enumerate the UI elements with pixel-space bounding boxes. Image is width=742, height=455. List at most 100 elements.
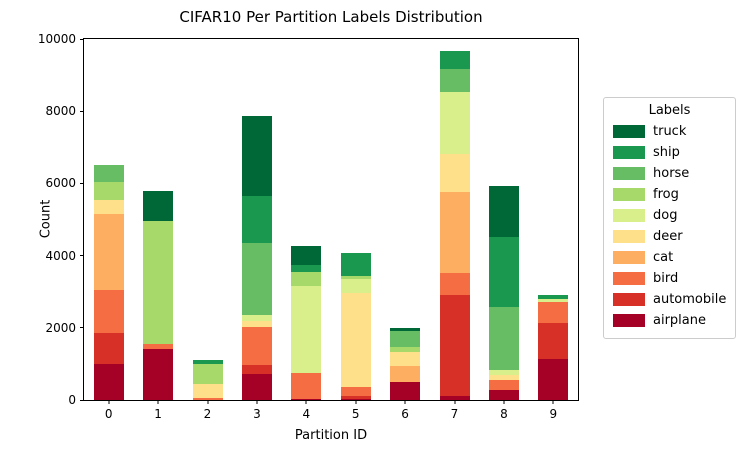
legend-label: truck [653,124,687,139]
bar-segment-airplane [143,349,174,400]
legend-entries: truck ship horse frog dog deer cat bird automobi… [613,121,726,331]
bar-segment-ship [488,236,519,308]
x-tick-label: 3 [253,407,261,421]
y-tick-mark [80,110,84,112]
bar-segment-bird [143,344,174,350]
bar-segment-cat [390,365,421,383]
x-axis-label: Partition ID [294,428,368,443]
legend-swatch-frog [613,188,645,201]
bar-partition-5 [340,39,371,400]
bar-segment-dog [241,314,272,321]
x-tick-label: 0 [104,407,113,421]
bar-segment-horse [241,243,272,315]
y-axis-label: Count [38,199,54,239]
bar-segment-cat [93,214,124,290]
bar-segment-frog [143,221,174,345]
bar-segment-ship [241,196,272,244]
bar-partition-1 [143,39,174,400]
bar-segment-airplane [93,363,124,400]
legend-label: ship [653,145,680,160]
bar-segment-dog [340,279,371,293]
legend-entry-automobile: automobile [613,289,726,310]
bar-segment-bird [241,327,272,366]
bar-segment-ship [192,359,223,365]
x-tick-mark [355,400,357,404]
x-tick-mark [552,400,554,404]
bar-segment-horse [93,165,124,182]
bar-segment-airplane [439,395,470,400]
bar-segment-horse [390,330,421,348]
bar-segment-bird [192,398,223,400]
legend-swatch-ship [613,146,645,159]
y-tick-mark [80,182,84,184]
x-tick-mark [503,400,505,404]
bar-segment-deer [488,375,519,381]
bar-segment-ship [340,252,371,277]
legend-swatch-cat [613,251,645,264]
bar-partition-8 [488,39,519,400]
x-tick-mark [207,400,208,404]
legend-swatch-automobile [613,293,645,306]
bar-segment-deer [390,352,421,366]
bar-segment-dog [488,370,519,376]
bar-segment-cat [439,192,470,273]
legend-swatch-horse [613,167,645,180]
x-tick-label: 5 [351,407,360,421]
legend: Labels truck ship horse frog dog deer cat bird a… [603,97,736,339]
bar-segment-bird [340,387,371,396]
x-tick-label: 6 [401,407,409,421]
y-tick-mark [80,38,84,40]
legend-swatch-truck [613,125,645,138]
legend-label: deer [653,229,683,244]
bar-partition-7 [439,39,470,400]
legend-swatch-airplane [613,314,645,327]
x-tick-mark [108,400,110,404]
bar-segment-airplane [390,382,421,400]
x-tick-mark [305,400,307,404]
y-tick-mark [80,255,84,257]
bar-segment-bird [488,380,519,391]
legend-label: horse [653,166,690,181]
chart-title: CIFAR10 Per Partition Labels Distributio… [179,8,483,26]
legend-entry-horse: horse [613,163,726,184]
legend-entry-cat: cat [613,247,726,268]
x-tick-mark [157,400,159,404]
legend-entry-deer: deer [613,226,726,247]
bar-segment-frog [390,347,421,353]
y-tick-mark [80,399,84,401]
bar-segment-frog [340,276,371,280]
bar-segment-deer [340,292,371,388]
legend-entry-airplane: airplane [613,310,726,331]
legend-label: airplane [653,313,706,328]
legend-label: dog [653,208,678,223]
y-tick-mark [80,327,84,329]
legend-label: frog [653,187,679,202]
legend-swatch-dog [613,209,645,222]
y-tick-label: 6000 [45,176,76,191]
bar-segment-airplane [241,373,272,400]
bar-segment-airplane [538,359,569,400]
bar-segment-frog [93,181,124,200]
y-tick-label: 10000 [37,32,76,46]
x-tick-label: 2 [203,407,212,421]
bar-segment-automobile [241,365,272,374]
bar-segment-frog [291,271,322,287]
bar-partition-6 [390,39,421,400]
bar-segment-deer [192,384,223,399]
bar-segment-bird [538,301,569,323]
bar-segment-truck [390,328,421,331]
bar-segment-automobile [340,395,371,399]
bar-segment-bird [291,372,322,399]
bar-partition-2 [192,39,223,400]
plot-area: 0 2000 4000 6000 8000 10000 0 1 2 3 4 5 6 7 8 9 [38,32,579,421]
y-tick-label: 2000 [45,320,76,335]
bar-segment-deer [241,320,272,328]
bar-segment-ship [538,295,569,299]
bar-segment-deer [439,153,470,193]
x-tick-label: 1 [154,407,162,421]
bar-partition-9 [538,39,569,400]
bar-segment-horse [488,307,519,371]
y-tick-label: 0 [68,393,76,407]
bar-segment-automobile [439,294,470,396]
